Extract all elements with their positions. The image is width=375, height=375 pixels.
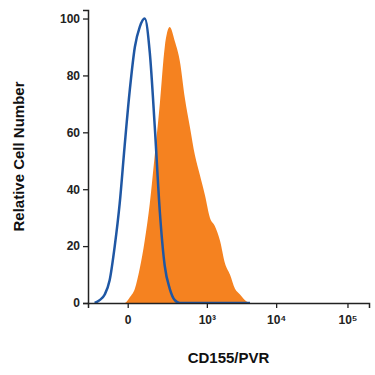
y-tick-label: 0 (73, 296, 80, 310)
y-tick-label: 60 (67, 126, 81, 140)
y-tick: 100 (60, 12, 88, 26)
plot-area (95, 19, 250, 303)
x-tick: 0 (125, 303, 132, 327)
y-tick: 20 (67, 239, 88, 253)
y-tick-label: 20 (67, 239, 81, 253)
histogram-area (95, 27, 250, 303)
y-tick: 40 (67, 183, 88, 197)
y-tick: 80 (67, 69, 88, 83)
y-tick-mark (83, 303, 88, 304)
x-tick-label: 0 (125, 313, 132, 327)
x-tick: 10⁴ (267, 303, 286, 327)
y-tick: 0 (73, 296, 88, 310)
y-axis-line (83, 11, 89, 304)
x-tick-mark (347, 303, 348, 308)
y-axis-title: Relative Cell Number (10, 81, 27, 231)
y-tick-mark (83, 189, 88, 190)
x-tick: 10⁵ (338, 303, 357, 327)
y-axis: 0 20 40 60 80 100 (60, 11, 89, 311)
y-tick-mark (83, 75, 88, 76)
y-tick-label: 100 (60, 12, 80, 26)
chart: 0 10³ 10⁴ 10⁵ 0 20 40 60 80 100 CD155/PVR Relative … (0, 0, 375, 375)
x-tick-mark (207, 303, 208, 308)
x-tick-label: 10⁴ (267, 313, 286, 327)
x-tick-label: 10³ (199, 313, 216, 327)
y-tick-label: 40 (67, 183, 81, 197)
x-tick-mark (276, 303, 277, 308)
x-axis: 0 10³ 10⁴ 10⁵ (89, 303, 370, 327)
x-axis-title: CD155/PVR (188, 349, 270, 366)
x-tick-label: 10⁵ (338, 313, 357, 327)
y-tick-mark (83, 246, 88, 247)
y-tick: 60 (67, 126, 88, 140)
y-tick-label: 80 (67, 69, 81, 83)
x-tick: 10³ (199, 303, 216, 327)
y-tick-mark (83, 18, 88, 19)
y-tick-mark (83, 132, 88, 133)
histogram-line (95, 19, 250, 303)
x-tick-mark (128, 303, 129, 308)
x-axis-line (89, 304, 370, 309)
